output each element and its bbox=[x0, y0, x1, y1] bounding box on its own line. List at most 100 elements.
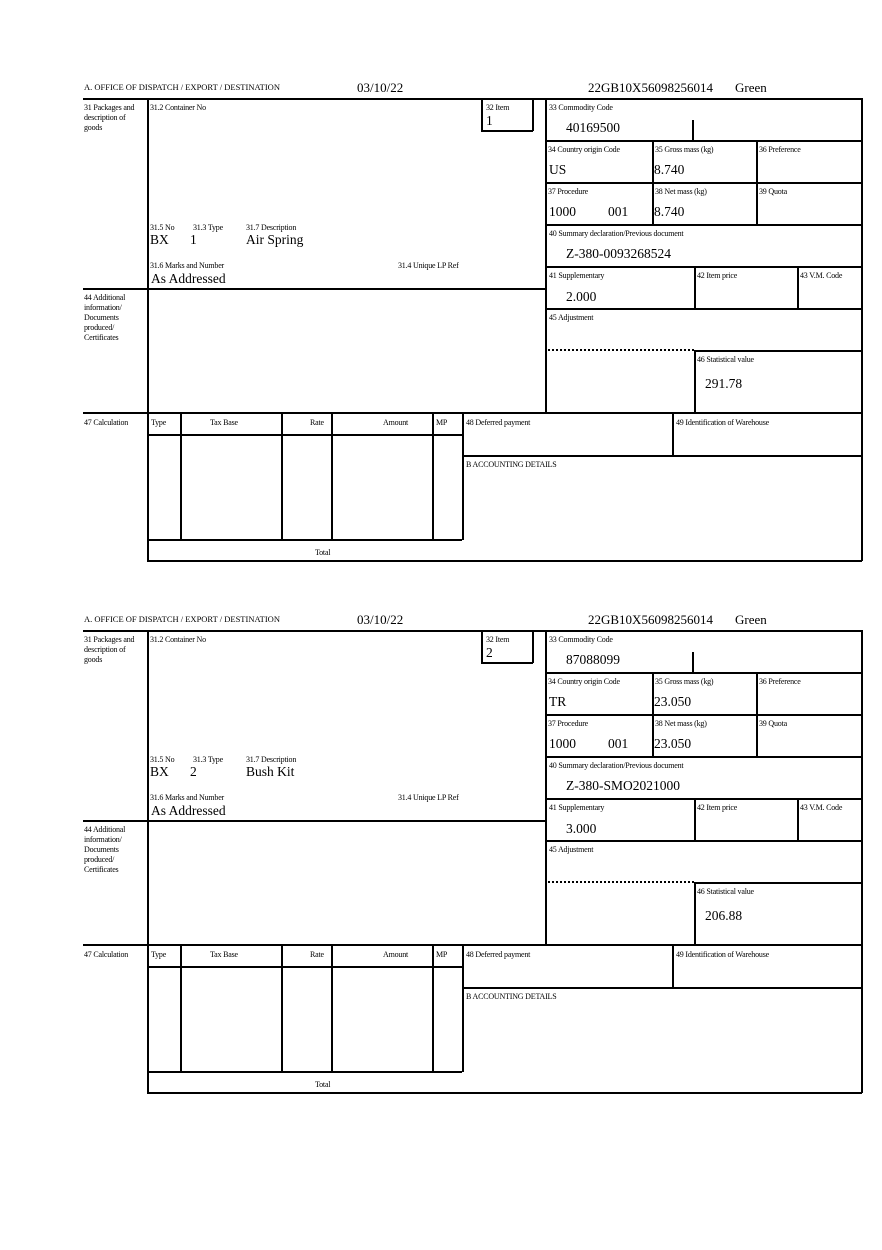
packages-label: 31 Packages and description of goods bbox=[84, 635, 135, 664]
gross-mass-label: 35 Gross mass (kg) bbox=[655, 677, 714, 686]
form-rule bbox=[281, 944, 283, 1072]
form-rule bbox=[83, 820, 545, 822]
statistical-value: 291.78 bbox=[705, 376, 743, 391]
warehouse-label: 49 Identification of Warehouse bbox=[676, 950, 769, 959]
quota-label: 39 Quota bbox=[759, 719, 787, 728]
form-rule bbox=[481, 632, 483, 663]
accounting-details-label: B ACCOUNTING DETAILS bbox=[466, 992, 557, 1001]
form-rule bbox=[462, 455, 862, 457]
gross-mass: 23.050 bbox=[654, 694, 692, 709]
form-rule bbox=[83, 412, 862, 414]
form-rule bbox=[331, 412, 333, 540]
item-price-label: 42 Item price bbox=[697, 803, 738, 812]
form-rule bbox=[481, 100, 483, 131]
calculation-label: 47 Calculation bbox=[84, 950, 129, 959]
goods-description: Air Spring bbox=[246, 232, 304, 247]
calc-header-mp: MP bbox=[436, 950, 448, 959]
unique-lp-ref-label: 31.4 Unique LP Ref bbox=[398, 261, 459, 270]
form-rule bbox=[532, 632, 534, 663]
form-rule bbox=[694, 350, 696, 412]
adjustment-label: 45 Adjustment bbox=[549, 845, 594, 854]
form-rule bbox=[180, 412, 182, 540]
form-rule bbox=[545, 224, 862, 226]
declaration-reference: 22GB10X56098256014 bbox=[588, 80, 713, 95]
container-no-label: 31.2 Container No bbox=[150, 635, 206, 644]
package-no-label: 31.5 No bbox=[150, 223, 175, 232]
marks-value: As Addressed bbox=[151, 271, 226, 286]
net-mass: 23.050 bbox=[654, 736, 692, 751]
calc-total-label: Total bbox=[315, 548, 331, 557]
unique-lp-ref-label: 31.4 Unique LP Ref bbox=[398, 793, 459, 802]
calc-header-rate: Rate bbox=[310, 950, 324, 959]
form-rule bbox=[147, 434, 462, 436]
marks-label: 31.6 Marks and Number bbox=[150, 793, 225, 802]
package-type-label: 31.3 Type bbox=[193, 755, 223, 764]
form-rule bbox=[481, 130, 533, 132]
goods-description: Bush Kit bbox=[246, 764, 295, 779]
form-rule bbox=[532, 100, 534, 131]
item-price-label: 42 Item price bbox=[697, 271, 738, 280]
form-rule bbox=[147, 539, 462, 541]
calculation-label: 47 Calculation bbox=[84, 418, 129, 427]
form-rule bbox=[652, 672, 654, 756]
deferred-payment-label: 48 Deferred payment bbox=[466, 418, 531, 427]
form-rule bbox=[481, 662, 533, 664]
form-rule bbox=[180, 944, 182, 1072]
container-no-label: 31.2 Container No bbox=[150, 103, 206, 112]
form-rule bbox=[432, 944, 434, 1072]
form-rule bbox=[545, 630, 547, 944]
item-label: 32 Item bbox=[486, 103, 510, 112]
item-number: 2 bbox=[486, 645, 493, 660]
calc-total-label: Total bbox=[315, 1080, 331, 1089]
form-rule bbox=[432, 412, 434, 540]
form-rule bbox=[545, 672, 862, 674]
supplementary-units: 2.000 bbox=[566, 289, 597, 304]
form-rule bbox=[861, 98, 863, 561]
procedure-additional-code: 001 bbox=[608, 736, 629, 751]
form-rule bbox=[756, 672, 758, 756]
commodity-code: 40169500 bbox=[566, 120, 620, 135]
preference-label: 36 Preference bbox=[759, 677, 801, 686]
declaration-item-form-1: A. OFFICE OF DISPATCH / EXPORT / DESTINA… bbox=[0, 0, 882, 562]
calc-header-tax-base: Tax Base bbox=[210, 950, 238, 959]
dotted-rule bbox=[545, 882, 547, 944]
form-rule bbox=[147, 98, 149, 561]
form-rule bbox=[694, 882, 862, 884]
preference-label: 36 Preference bbox=[759, 145, 801, 154]
item-label: 32 Item bbox=[486, 635, 510, 644]
form-rule bbox=[692, 120, 694, 140]
calc-header-rate: Rate bbox=[310, 418, 324, 427]
route-status: Green bbox=[735, 80, 767, 95]
declaration-date: 03/10/22 bbox=[357, 612, 404, 627]
form-rule bbox=[692, 652, 694, 672]
form-rule bbox=[545, 98, 547, 412]
declaration-item-form-2: A. OFFICE OF DISPATCH / EXPORT / DESTINA… bbox=[0, 532, 882, 1094]
description-label: 31.7 Description bbox=[246, 223, 297, 232]
calc-header-type: Type bbox=[151, 418, 167, 427]
form-rule bbox=[694, 882, 696, 944]
summary-declaration-label: 40 Summary declaration/Previous document bbox=[549, 229, 684, 238]
summary-declaration: Z-380-SMO2021000 bbox=[566, 778, 680, 793]
net-mass-label: 38 Net mass (kg) bbox=[655, 719, 707, 728]
form-rule bbox=[545, 140, 862, 142]
statistical-value: 206.88 bbox=[705, 908, 743, 923]
procedure-label: 37 Procedure bbox=[548, 187, 589, 196]
marks-label: 31.6 Marks and Number bbox=[150, 261, 225, 270]
form-rule bbox=[83, 98, 862, 100]
form-rule bbox=[545, 182, 862, 184]
declaration-date: 03/10/22 bbox=[357, 80, 404, 95]
form-rule bbox=[545, 756, 862, 758]
commodity-code-label: 33 Commodity Code bbox=[549, 103, 613, 112]
packages-label: 31 Packages and description of goods bbox=[84, 103, 135, 132]
statistical-value-label: 46 Statistical value bbox=[697, 355, 754, 364]
form-rule bbox=[462, 987, 862, 989]
form-rule bbox=[545, 840, 862, 842]
commodity-code: 87088099 bbox=[566, 652, 620, 667]
item-number: 1 bbox=[486, 113, 493, 128]
form-rule bbox=[652, 140, 654, 224]
package-type-label: 31.3 Type bbox=[193, 223, 223, 232]
form-rule bbox=[83, 288, 545, 290]
country-origin-label: 34 Country origin Code bbox=[548, 677, 620, 686]
supplementary-label: 41 Supplementary bbox=[549, 803, 605, 812]
statistical-value-label: 46 Statistical value bbox=[697, 887, 754, 896]
